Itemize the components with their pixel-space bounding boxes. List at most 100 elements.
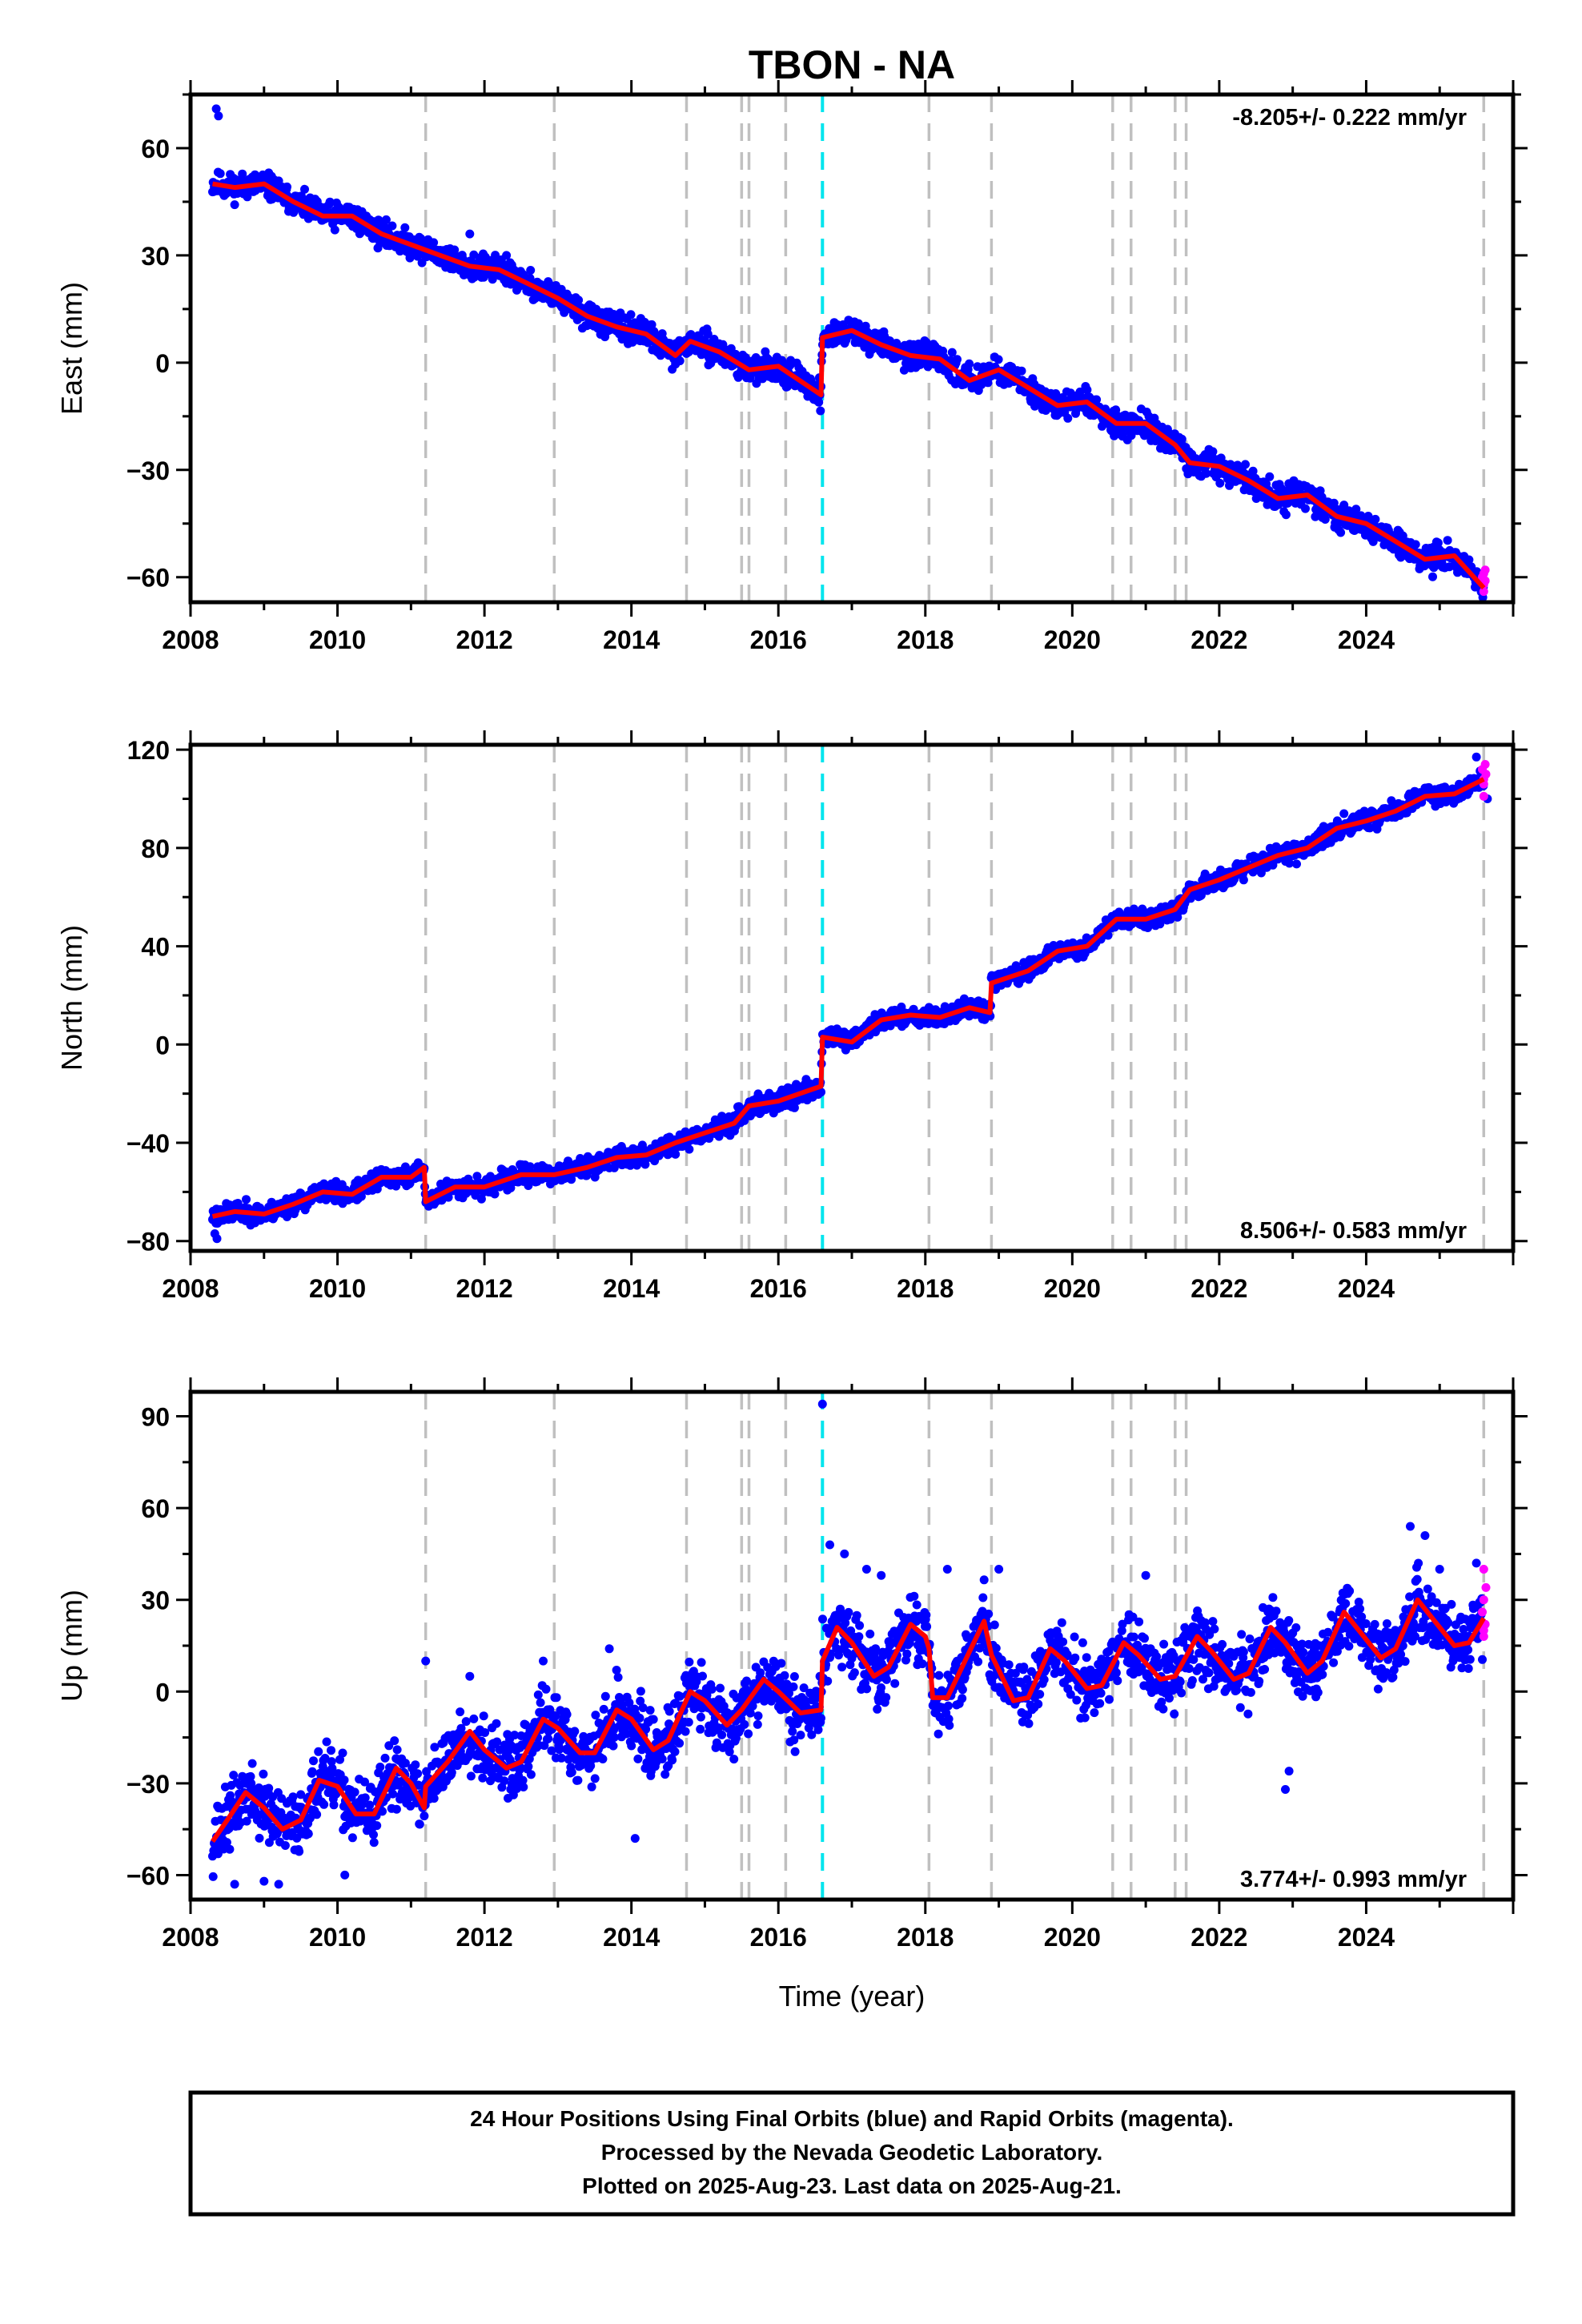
east-final-orbit-point [1320,515,1330,524]
east-final-orbit-point [1311,512,1320,521]
north-final-orbit-point [567,1175,576,1184]
north-final-orbit-point [1285,858,1294,868]
east-final-orbit-point [1329,498,1339,508]
east-final-orbit-point [214,111,223,121]
east-final-orbit-point [1202,468,1211,478]
east-final-orbit-point [1241,460,1250,469]
east-y-axis-title: East (mm) [55,282,88,415]
north-final-orbit-point [212,1234,222,1244]
east-frame [188,92,1516,605]
east-final-orbit-point [1265,472,1275,481]
north-final-orbit-point [490,1189,500,1199]
north-final-orbit-points [208,752,1492,1244]
east-rapid-orbit-point [1480,576,1490,585]
east-final-orbit-point [1082,385,1092,395]
north-final-orbit-point [625,1160,635,1170]
up-final-orbit-point [247,1779,256,1788]
east-final-orbit-point [469,250,479,259]
up-final-orbit-point [247,1759,257,1768]
north-x-tick-label: 2010 [309,1274,366,1303]
north-final-orbit-point [506,1183,516,1192]
east-final-orbit-points [208,104,1488,602]
east-rapid-orbit-point [1479,569,1488,578]
east-final-orbit-point [1464,555,1474,565]
east-x-tick-label: 2022 [1191,625,1247,654]
east-final-orbit-point [400,223,410,232]
east-final-orbit-point [965,359,974,368]
east-y-tick-label: 30 [141,242,170,271]
up-final-orbit-point [225,1844,235,1854]
up-final-orbit-point [222,1838,231,1848]
east-x-tick-label: 2024 [1338,625,1395,654]
east-final-orbit-point [450,245,460,255]
north-x-tick-label: 2024 [1338,1274,1395,1303]
east-final-orbit-point [626,310,636,320]
north-final-orbit-point [1472,752,1481,762]
east-final-orbit-point [574,296,584,305]
north-final-orbit-point [685,1144,694,1154]
north-final-orbit-point [356,1192,366,1201]
east-final-orbit-point [983,378,993,388]
north-final-orbit-point [525,1162,535,1172]
east-final-orbit-point [816,406,825,416]
east-final-orbit-point [283,182,291,191]
east-plot-area [208,94,1490,602]
east-final-orbit-point [1433,538,1443,548]
north-final-orbit-point [555,1161,564,1171]
east-final-orbit-point [325,197,335,207]
east-final-orbit-point [387,221,397,231]
north-rate-label: 8.506+/- 0.583 mm/yr [1240,1218,1467,1244]
east-final-orbit-point [1248,466,1258,476]
east-x-tick-label: 2008 [162,625,219,654]
north-x-tick-label: 2022 [1191,1274,1247,1303]
north-final-orbit-point [1103,931,1113,940]
east-x-tick-label: 2020 [1044,625,1101,654]
east-y-tick-label: −30 [126,456,170,485]
up-final-orbit-point [255,1833,264,1843]
north-final-orbit-point [1155,919,1165,929]
north-x-tick-label: 2020 [1044,1274,1101,1303]
chart-title: TBON - NA [749,42,955,87]
up-final-orbit-point [264,1783,274,1793]
east-final-orbit-point [953,355,962,364]
north-final-orbit-point [400,1162,410,1172]
north-rapid-orbit-point [1479,791,1488,801]
east-final-orbit-point [215,169,225,179]
east-x-tick-label: 2012 [456,625,513,654]
up-panel: 2008 2010 2012 2014 2016 2018 2020 2022 2024−60−… [55,1377,1528,1952]
up-final-orbit-point [259,1769,268,1779]
east-final-orbit-point [429,238,439,247]
north-final-orbit-point [817,1088,825,1097]
north-final-orbit-point [1292,859,1301,869]
north-rapid-orbit-point [1481,770,1491,779]
north-x-tick-label: 2014 [603,1274,660,1303]
east-y-tick-label: −60 [126,564,170,593]
east-x-tick-label: 2014 [603,625,660,654]
east-final-orbit-point [647,320,656,329]
east-rate-label: -8.205+/- 0.222 mm/yr [1232,105,1467,131]
north-y-tick-label: 120 [127,736,170,765]
north-x-tick-label: 2018 [897,1274,954,1303]
east-final-orbit-point [502,251,512,260]
east-final-orbit-point [1051,389,1061,398]
east-final-orbit-point [1444,562,1454,572]
east-model-line [212,181,1486,590]
north-panel: 2008 2010 2012 2014 2016 2018 2020 2022 2024−80−… [55,730,1528,1303]
north-x-tick-label: 2016 [750,1274,807,1303]
east-final-orbit-point [1098,421,1106,431]
north-final-orbit-point [640,1160,650,1169]
east-final-orbit-point [703,329,713,339]
east-final-orbit-point [675,356,685,366]
up-final-orbit-point [208,1872,218,1881]
east-final-orbit-point [994,355,1003,364]
north-final-orbit-point [472,1172,482,1181]
up-final-orbit-point [229,1771,239,1780]
east-y-tick-label: 60 [141,135,170,163]
north-x-tick-label: 2008 [162,1274,219,1303]
north-x-tick-label: 2012 [456,1274,513,1303]
north-plot-area [208,745,1492,1251]
east-rapid-orbit-point [1479,587,1488,597]
north-final-orbit-point [671,1149,681,1159]
up-final-orbit-point [242,1816,251,1826]
